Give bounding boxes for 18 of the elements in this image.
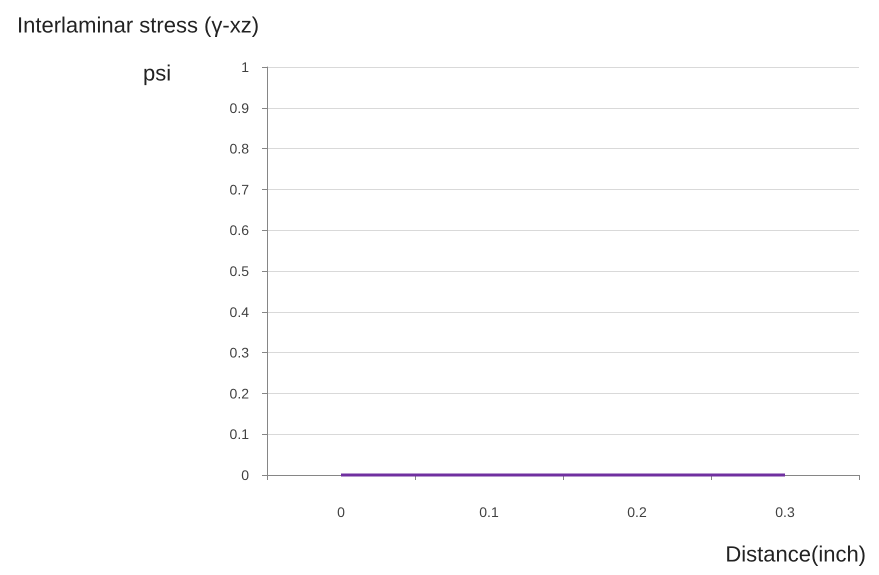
y-tick-label: 0.2 [230, 385, 250, 402]
y-tick-label: 0.1 [230, 426, 250, 442]
y-tick-label: 1 [241, 59, 250, 75]
y-tick-label: 0 [241, 467, 250, 483]
y-tick-label: 0.6 [230, 222, 250, 238]
x-tick-label: 0.1 [479, 504, 499, 520]
y-tick-label: 0.7 [230, 181, 250, 198]
x-tick-label: 0 [337, 504, 346, 520]
y-tick-label: 0.9 [230, 100, 250, 116]
x-tick-label: 0.3 [775, 504, 795, 520]
chart-title: Interlaminar stress (γ-xz) [17, 12, 260, 38]
y-tick-label: 0.3 [230, 344, 250, 361]
y-tick-label: 0.4 [230, 304, 250, 320]
y-tick-label: 0.8 [230, 140, 250, 157]
y-axis-title: psi [143, 60, 172, 86]
x-axis-title: Distance(inch) [725, 542, 866, 566]
x-tick-label: 0.2 [627, 504, 647, 520]
y-tick-label: 0.5 [230, 263, 250, 279]
